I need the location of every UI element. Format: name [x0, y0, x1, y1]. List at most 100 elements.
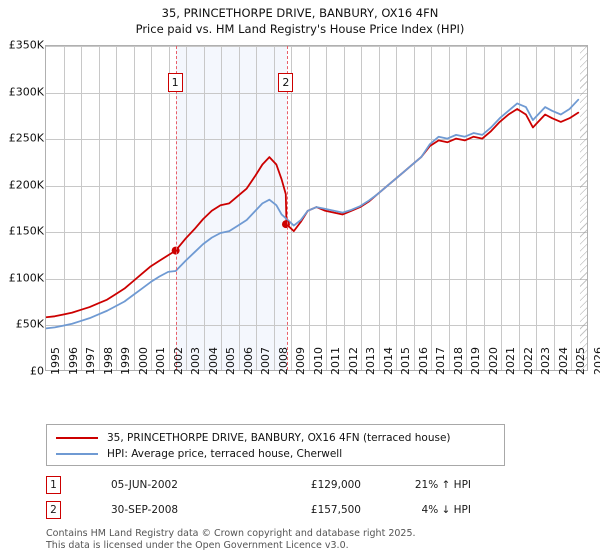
y-axis-tick-label: £250K	[8, 131, 44, 145]
x-axis-tick-label: 2002	[171, 347, 185, 375]
gridline-vertical	[571, 46, 573, 370]
x-axis-tick-label: 2014	[381, 347, 395, 375]
gridline-horizontal	[46, 185, 587, 187]
page-title: 35, PRINCETHORPE DRIVE, BANBURY, OX16 4F…	[0, 5, 600, 37]
transaction-marker-dot	[171, 246, 180, 255]
gridline-vertical	[378, 46, 380, 370]
gridline-vertical	[291, 46, 293, 370]
transaction-date: 05-JUN-2002	[111, 478, 178, 491]
legend-item-hpi: HPI: Average price, terraced house, Cher…	[47, 446, 504, 462]
gridline-horizontal	[46, 232, 587, 234]
gridline-vertical	[501, 46, 503, 370]
legend-item-price-paid: 35, PRINCETHORPE DRIVE, BANBURY, OX16 4F…	[47, 430, 504, 446]
chart-plot-area	[45, 45, 588, 371]
y-axis-tick-label: £0	[30, 364, 44, 378]
chart-callout-badge: 1	[167, 73, 183, 92]
x-axis-tick-label: 2022	[521, 347, 535, 375]
gridline-vertical	[238, 46, 240, 370]
gridline-vertical	[483, 46, 485, 370]
gridline-vertical	[168, 46, 170, 370]
legend-label-price-paid: 35, PRINCETHORPE DRIVE, BANBURY, OX16 4F…	[107, 432, 451, 444]
line-price-paid	[46, 108, 580, 319]
x-axis-tick-label: 1996	[66, 347, 80, 375]
x-axis-tick-label: 2021	[504, 347, 518, 375]
x-axis-tick-label: 2004	[206, 347, 220, 375]
title-line-1: 35, PRINCETHORPE DRIVE, BANBURY, OX16 4F…	[161, 6, 439, 20]
hatched-region	[580, 46, 587, 370]
gridline-horizontal	[46, 46, 587, 47]
title-line-2: Price paid vs. HM Land Registry's House …	[135, 22, 465, 36]
gridline-horizontal	[46, 139, 587, 141]
x-axis-tick-label: 2018	[451, 347, 465, 375]
x-axis-tick-label: 2025	[574, 347, 588, 375]
transaction-hpi-delta: 21% ↑ HPI	[414, 478, 471, 491]
transaction-index-badge: 1	[46, 475, 61, 494]
x-axis-tick-label: 2005	[224, 347, 238, 375]
y-axis-tick-label: £100K	[8, 271, 44, 285]
x-axis-tick-label: 1999	[119, 347, 133, 375]
x-axis-tick-label: 2012	[346, 347, 360, 375]
x-axis-tick-label: 2015	[399, 347, 413, 375]
x-axis-tick-label: 2010	[311, 347, 325, 375]
gridline-vertical	[151, 46, 153, 370]
x-axis-tick-label: 2008	[276, 347, 290, 375]
transaction-date: 30-SEP-2008	[111, 503, 179, 516]
gridline-vertical	[221, 46, 223, 370]
x-axis-tick-label: 2024	[556, 347, 570, 375]
gridline-vertical	[63, 46, 65, 370]
gridline-vertical	[116, 46, 118, 370]
chart-callout-badge: 2	[278, 73, 294, 92]
transaction-hpi-delta: 4% ↓ HPI	[421, 503, 471, 516]
footer-line-2: This data is licensed under the Open Gov…	[46, 539, 349, 551]
x-axis-tick-label: 2019	[469, 347, 483, 375]
y-axis-tick-label: £350K	[8, 38, 44, 52]
gridline-vertical	[396, 46, 398, 370]
event-vertical-line	[286, 46, 288, 370]
footer-line-1: Contains HM Land Registry data © Crown c…	[46, 528, 416, 539]
table-row: 2 30-SEP-2008 £157,500 4% ↓ HPI	[46, 497, 505, 522]
x-axis-tick-label: 2013	[364, 347, 378, 375]
transaction-price: £129,000	[310, 478, 361, 491]
gridline-vertical	[203, 46, 205, 370]
transactions-table: 1 05-JUN-2002 £129,000 21% ↑ HPI 2 30-SE…	[46, 472, 505, 522]
gridline-vertical	[81, 46, 83, 370]
gridline-vertical	[536, 46, 538, 370]
gridline-vertical	[413, 46, 415, 370]
x-axis-tick-label: 2026	[592, 347, 600, 375]
chart-legend: 35, PRINCETHORPE DRIVE, BANBURY, OX16 4F…	[46, 424, 505, 466]
gridline-vertical	[431, 46, 433, 370]
x-axis-tick-label: 2011	[329, 347, 343, 375]
footer-attribution: Contains HM Land Registry data © Crown c…	[46, 528, 566, 551]
x-axis-tick-label: 2003	[189, 347, 203, 375]
gridline-vertical	[98, 46, 100, 370]
y-axis-tick-label: £150K	[8, 224, 44, 238]
gridline-vertical	[466, 46, 468, 370]
x-axis-tick-label: 2001	[154, 347, 168, 375]
gridline-vertical	[448, 46, 450, 370]
gridline-vertical	[273, 46, 275, 370]
gridline-vertical	[326, 46, 328, 370]
gridline-horizontal	[46, 325, 587, 327]
plot-frame	[45, 45, 588, 371]
x-axis-tick-label: 1998	[101, 347, 115, 375]
gridline-vertical	[518, 46, 520, 370]
series-lines	[46, 98, 580, 330]
x-axis-tick-label: 2009	[294, 347, 308, 375]
gridline-vertical	[186, 46, 188, 370]
transaction-price: £157,500	[310, 503, 361, 516]
y-axis-tick-label: £50K	[15, 317, 44, 331]
gridline-horizontal	[46, 278, 587, 280]
legend-label-hpi: HPI: Average price, terraced house, Cher…	[107, 448, 343, 460]
table-row: 1 05-JUN-2002 £129,000 21% ↑ HPI	[46, 472, 505, 497]
gridline-vertical	[343, 46, 345, 370]
gridline-horizontal	[46, 92, 587, 94]
x-axis-tick-label: 2007	[259, 347, 273, 375]
legend-color-swatch-price-paid	[56, 437, 98, 439]
transaction-marker-dot	[281, 220, 290, 229]
gridline-vertical	[361, 46, 363, 370]
x-axis-tick-label: 2016	[416, 347, 430, 375]
gridline-vertical	[553, 46, 555, 370]
gridline-vertical	[133, 46, 135, 370]
x-axis-tick-label: 2017	[434, 347, 448, 375]
transaction-index-badge: 2	[46, 500, 61, 519]
